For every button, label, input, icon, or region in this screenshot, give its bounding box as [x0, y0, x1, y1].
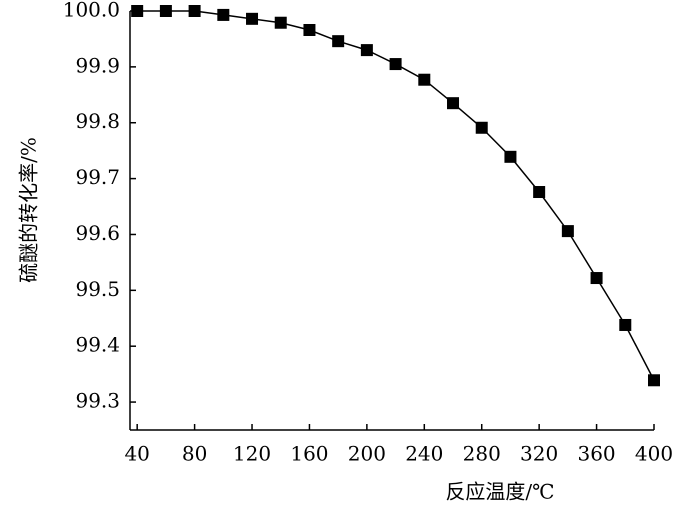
x-tick-label: 200: [348, 442, 386, 466]
data-point: [217, 8, 230, 21]
data-point: [590, 272, 603, 285]
x-tick-label: 40: [124, 442, 149, 466]
data-point: [389, 58, 402, 71]
data-point: [246, 12, 259, 25]
data-point: [533, 186, 546, 199]
data-point: [360, 44, 373, 57]
data-point: [274, 16, 287, 29]
data-point: [188, 5, 201, 17]
data-point: [447, 97, 460, 110]
x-tick-label: 400: [635, 442, 673, 466]
y-tick-label: 99.7: [75, 165, 120, 189]
data-point: [159, 5, 172, 17]
y-tick-label: 99.4: [75, 333, 120, 357]
x-tick-label: 360: [577, 442, 615, 466]
x-tick-label: 280: [463, 442, 501, 466]
x-tick-label: 160: [290, 442, 328, 466]
data-point: [418, 73, 431, 86]
y-tick-label: 100.0: [63, 0, 120, 22]
data-point: [619, 318, 632, 331]
x-tick-label: 120: [233, 442, 271, 466]
data-point: [475, 121, 488, 134]
x-tick-label: 240: [405, 442, 443, 466]
y-axis-label: 硫醚的转化率/%: [17, 137, 41, 283]
data-point: [561, 225, 574, 238]
x-tick-label: 80: [182, 442, 207, 466]
y-tick-label: 99.8: [75, 109, 120, 133]
x-axis-label: 反应温度/℃: [445, 480, 554, 504]
y-tick-label: 99.5: [75, 277, 120, 301]
y-tick-label: 99.6: [75, 221, 120, 245]
data-point: [131, 5, 144, 17]
x-tick-label: 320: [520, 442, 558, 466]
y-tick-label: 99.9: [75, 53, 120, 77]
data-point: [332, 35, 345, 48]
data-point: [303, 23, 316, 36]
data-point: [648, 374, 660, 387]
y-tick-label: 99.3: [75, 389, 120, 413]
data-point: [504, 150, 517, 163]
